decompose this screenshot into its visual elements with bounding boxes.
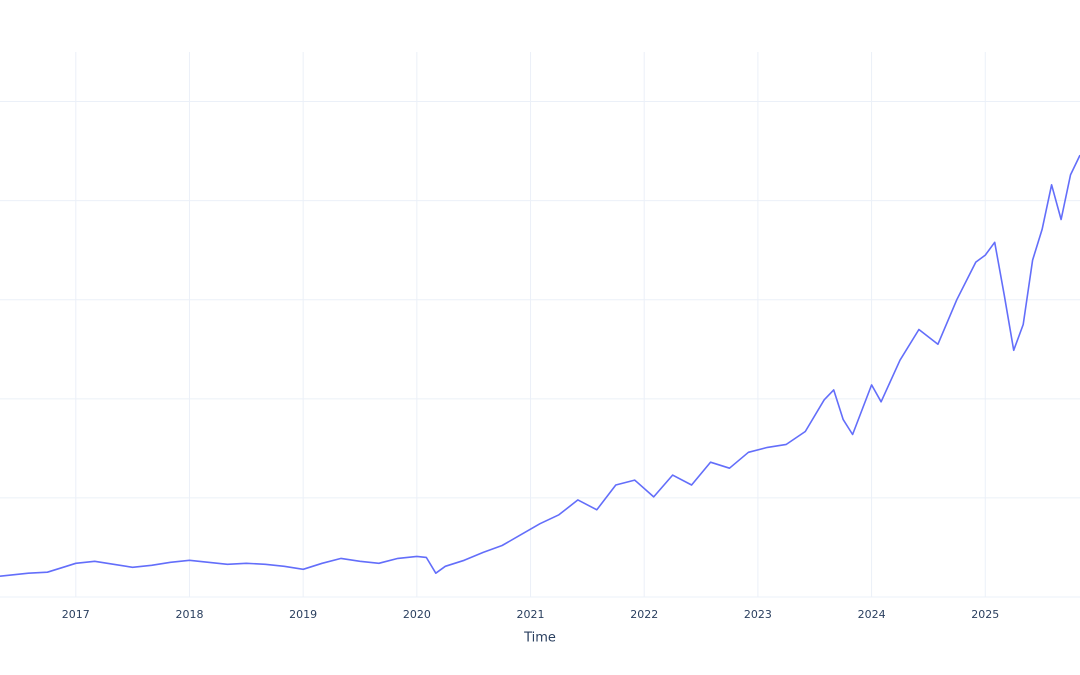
x-axis-title: Time — [523, 631, 556, 646]
x-tick-label: 2018 — [175, 608, 203, 621]
x-tick-label: 2020 — [403, 608, 431, 621]
x-tick-label: 2024 — [858, 608, 886, 621]
x-tick-label: 2021 — [517, 608, 545, 621]
x-tick-label: 2017 — [62, 608, 90, 621]
x-tick-label: 2025 — [971, 608, 999, 621]
x-tick-label: 2022 — [630, 608, 658, 621]
x-tick-label: 2023 — [744, 608, 772, 621]
line — [0, 154, 1080, 577]
x-tick-label: 2019 — [289, 608, 317, 621]
